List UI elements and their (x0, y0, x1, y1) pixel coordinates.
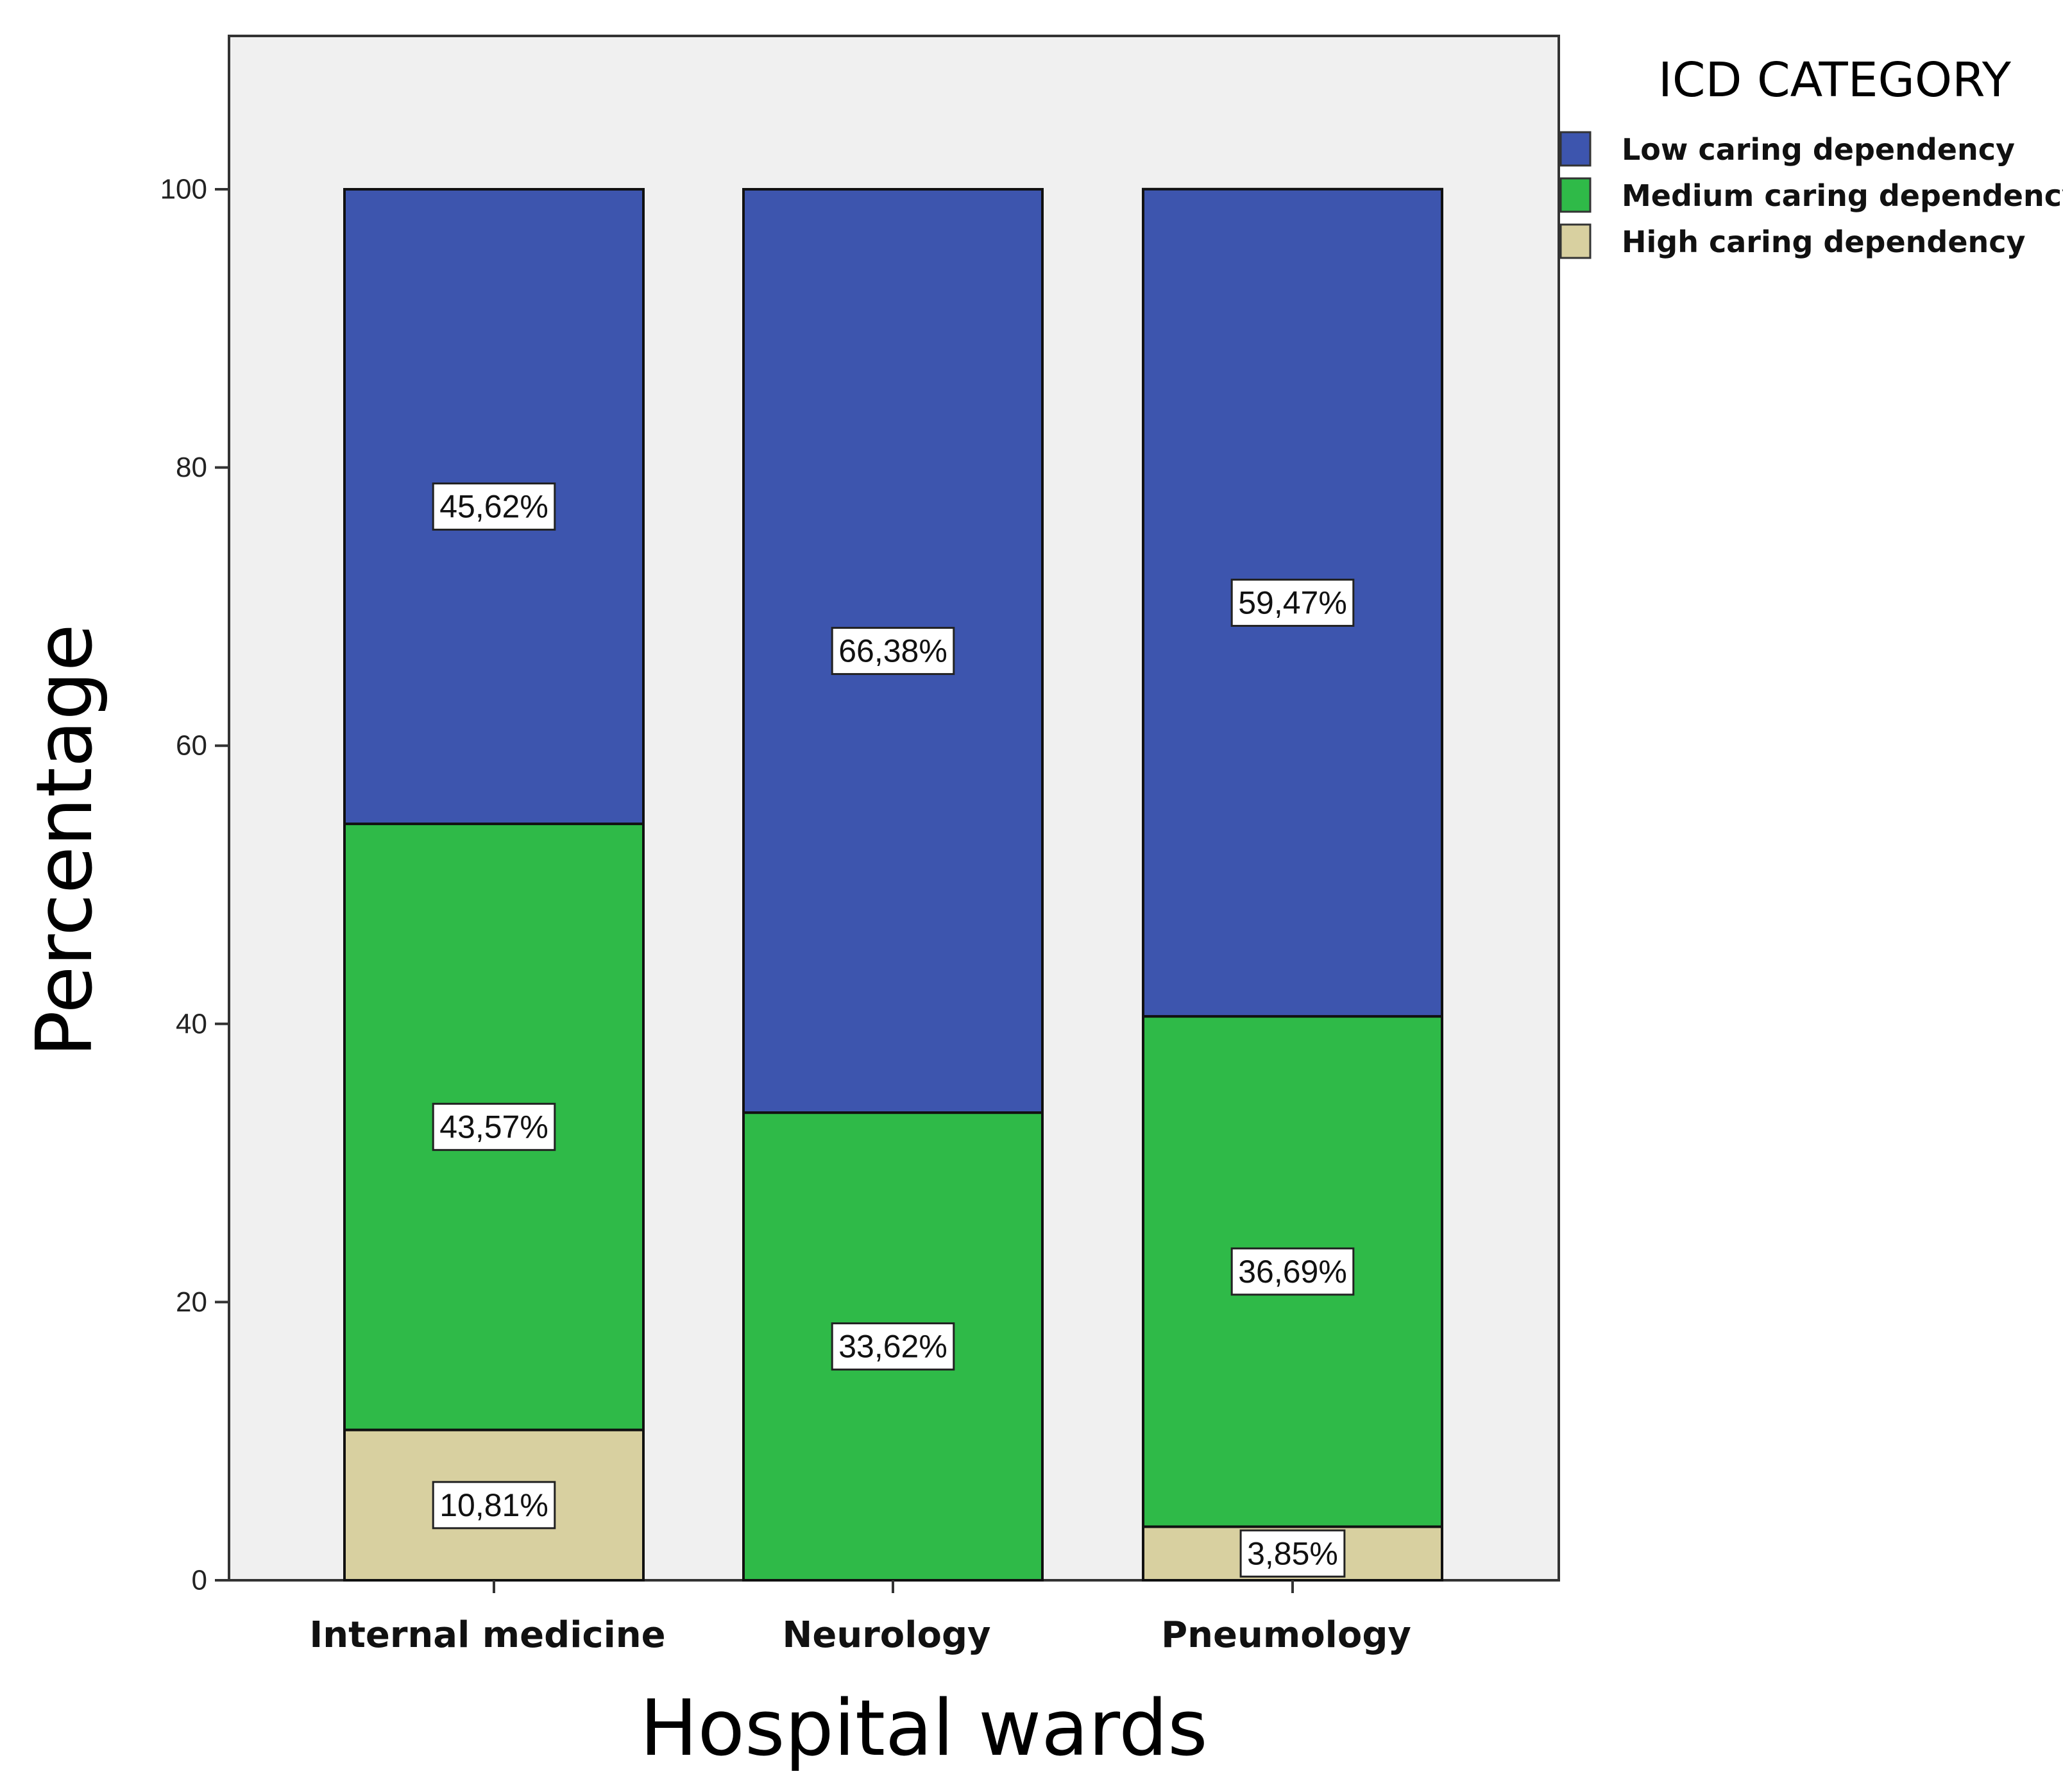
x-tick-label: Internal medicine (309, 1614, 665, 1656)
data-label-text: 10,81% (439, 1487, 548, 1523)
data-label-box (432, 482, 556, 531)
data-label-box (1239, 1529, 1346, 1578)
data-label-box (1230, 1247, 1355, 1296)
data-label-text: 66,38% (838, 633, 947, 669)
y-tick-label: 60 (176, 730, 207, 762)
legend-swatch (1559, 223, 1592, 259)
y-tick-label: 0 (192, 1565, 207, 1596)
y-axis: 0 20 40 60 80 100 (160, 174, 229, 1596)
legend-item: Medium caring dependency (1559, 177, 2063, 213)
data-label-box (1230, 578, 1355, 627)
data-label: 66,38% (831, 627, 955, 676)
y-axis-title: Percentage (21, 624, 110, 1057)
data-label-text: 59,47% (1238, 585, 1347, 620)
legend-label: Medium caring dependency (1622, 178, 2063, 213)
data-label-text: 36,69% (1238, 1254, 1347, 1290)
y-tick-label: 20 (176, 1286, 207, 1318)
y-tick-label: 80 (176, 452, 207, 483)
legend-item: High caring dependency (1559, 223, 2026, 259)
legend-label: High caring dependency (1622, 225, 2026, 259)
legend-label: Low caring dependency (1622, 132, 2015, 167)
legend: Low caring dependency Medium caring depen… (1559, 131, 2063, 259)
x-tick-label: Pneumology (1161, 1614, 1411, 1656)
legend-swatch (1559, 177, 1592, 213)
legend-title: ICD CATEGORY (1658, 53, 2012, 108)
data-label-text: 45,62% (439, 489, 548, 525)
legend-item: Low caring dependency (1559, 131, 2015, 167)
data-label-text: 33,62% (838, 1329, 947, 1365)
data-label: 45,62% (432, 482, 556, 531)
data-label: 59,47% (1230, 578, 1355, 627)
legend-swatch (1559, 131, 1592, 167)
data-label: 10,81% (432, 1481, 556, 1530)
x-axis-title: Hospital wards (640, 1684, 1207, 1773)
data-label: 3,85% (1239, 1529, 1346, 1578)
data-label-text: 3,85% (1247, 1535, 1338, 1571)
data-label-box (831, 627, 955, 676)
data-label: 43,57% (432, 1102, 556, 1151)
data-labels-group: 10,81% 43,57% 45,62% 33,62% 66,38% 3,85% 36,69… (432, 482, 1355, 1578)
data-label: 33,62% (831, 1322, 955, 1371)
data-label-text: 43,57% (439, 1109, 548, 1145)
x-axis: Internal medicine Neurology Pneumology (309, 1580, 1411, 1656)
y-tick-label: 100 (160, 174, 207, 205)
x-tick-label: Neurology (782, 1614, 990, 1656)
data-label-box (831, 1322, 955, 1371)
y-tick-label: 40 (176, 1008, 207, 1039)
data-label: 36,69% (1230, 1247, 1355, 1296)
data-label-box (432, 1481, 556, 1530)
data-label-box (432, 1102, 556, 1151)
bars-group (343, 187, 1443, 1582)
